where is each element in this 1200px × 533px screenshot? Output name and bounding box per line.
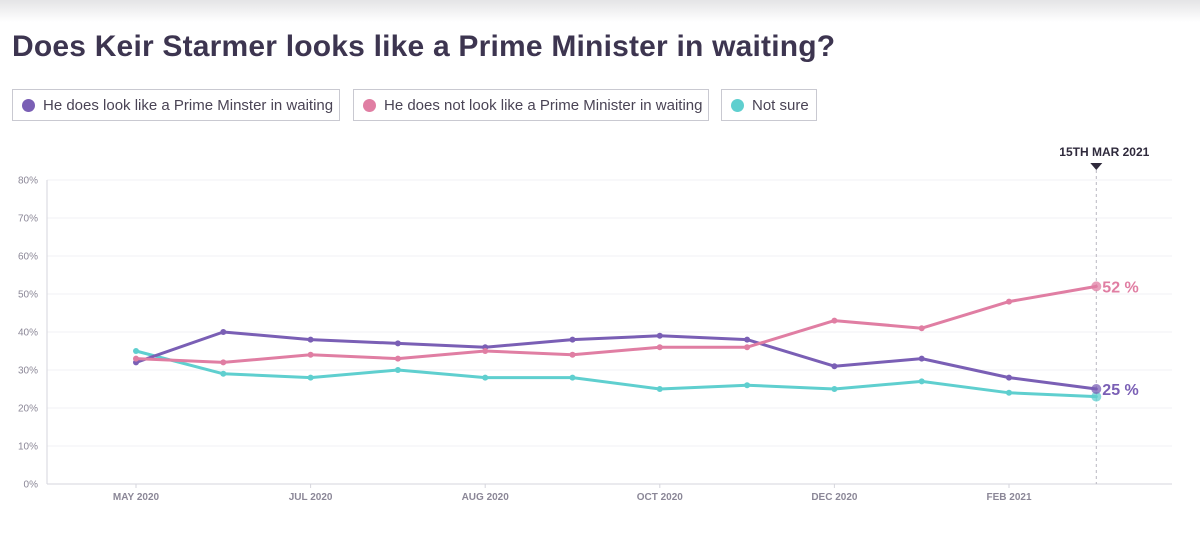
data-point — [918, 325, 925, 332]
data-point — [394, 367, 401, 373]
data-point — [307, 336, 314, 343]
date-marker-label: 15TH MAR 2021 — [1059, 145, 1149, 159]
top-shade — [0, 0, 1200, 22]
legend-swatch-look — [22, 98, 35, 112]
x-tick-label: FEB 2021 — [986, 492, 1031, 503]
data-point — [831, 386, 838, 392]
data-point — [744, 344, 751, 351]
data-point — [831, 317, 838, 324]
data-point — [744, 336, 751, 343]
y-tick-label: 50% — [18, 290, 38, 301]
data-point — [133, 348, 139, 354]
legend-label-not-sure: Not sure — [752, 96, 809, 114]
legend-swatch-not-sure — [731, 98, 744, 112]
data-point — [1006, 374, 1012, 381]
y-tick-label: 80% — [18, 176, 38, 187]
data-point — [220, 370, 227, 377]
chart-title: Does Keir Starmer looks like a Prime Min… — [12, 30, 836, 63]
data-point — [918, 355, 925, 362]
data-point — [1006, 298, 1012, 305]
data-point — [220, 359, 227, 366]
x-tick-label: MAY 2020 — [113, 492, 160, 503]
series-line-1 — [134, 284, 1098, 364]
y-tick-label: 20% — [18, 404, 38, 415]
data-point — [744, 382, 751, 389]
data-point — [394, 340, 401, 347]
data-point — [656, 332, 663, 339]
y-tick-label: 70% — [18, 214, 38, 225]
data-point — [307, 351, 314, 358]
y-tick-label: 30% — [18, 366, 38, 377]
data-point — [569, 336, 576, 343]
y-tick-label: 60% — [18, 252, 38, 263]
data-point — [569, 351, 576, 358]
data-point — [1091, 281, 1102, 292]
legend-label-not-look: He does not look like a Prime Minister i… — [384, 96, 703, 114]
legend-swatch-not-look — [363, 98, 376, 112]
data-point — [482, 374, 489, 381]
data-point — [307, 374, 314, 381]
x-tick-label: OCT 2020 — [637, 492, 684, 503]
y-tick-label: 10% — [18, 442, 38, 453]
x-tick-label: AUG 2020 — [462, 492, 510, 503]
y-tick-label: 40% — [18, 328, 38, 339]
data-point — [656, 344, 663, 351]
end-value-label-0: 25 % — [1102, 382, 1138, 399]
data-point — [569, 374, 576, 381]
end-value-label-1: 52 % — [1102, 279, 1138, 296]
legend-label-look: He does look like a Prime Minster in wai… — [43, 96, 334, 114]
data-point — [1006, 389, 1012, 396]
data-point — [1091, 384, 1102, 394]
data-point — [394, 355, 401, 362]
data-point — [220, 329, 227, 335]
series-line-2 — [134, 349, 1098, 399]
data-point — [1091, 391, 1102, 402]
x-tick-label: DEC 2020 — [811, 492, 858, 503]
data-point — [918, 378, 925, 385]
date-marker-arrow — [1090, 163, 1103, 170]
data-point — [482, 348, 489, 354]
legend-item-not-sure[interactable]: Not sure — [721, 89, 817, 121]
y-tick-label: 0% — [24, 480, 39, 491]
series-line-0 — [134, 330, 1098, 391]
data-point — [133, 355, 139, 362]
x-tick-label: JUL 2020 — [289, 492, 333, 503]
data-point — [831, 363, 838, 370]
legend-item-not-look[interactable]: He does not look like a Prime Minister i… — [353, 89, 709, 121]
data-point — [656, 386, 663, 392]
legend-item-look[interactable]: He does look like a Prime Minster in wai… — [12, 89, 340, 121]
